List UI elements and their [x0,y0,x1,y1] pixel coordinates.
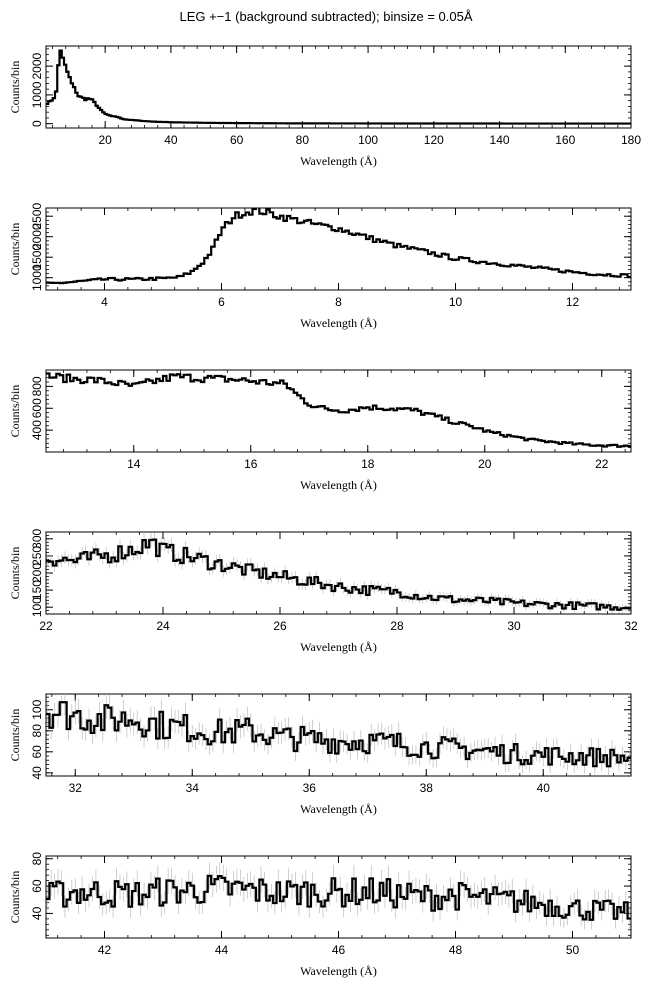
x-tick-label: 160 [555,133,575,147]
error-bars [47,862,630,930]
x-tick-label: 30 [507,619,521,633]
y-axis-label: Counts/bin [8,61,22,114]
x-tick-label: 140 [490,133,510,147]
y-tick-label: 40 [30,766,44,780]
x-tick-label: 44 [215,943,229,957]
x-tick-label: 16 [244,457,258,471]
x-axis-label: Wavelength (Å) [300,964,377,978]
series-group [46,372,631,448]
y-tick-label: 0 [30,120,44,127]
y-tick-label: 2000 [30,52,44,79]
series-group [46,694,631,775]
x-tick-label: 22 [595,457,609,471]
x-tick-label: 8 [335,295,342,309]
y-axis-label: Counts/bin [8,547,22,600]
y-tick-label: 400 [30,420,44,440]
x-tick-label: 20 [478,457,492,471]
y-tick-label: 1000 [30,81,44,108]
y-tick-label: 60 [30,879,44,893]
y-tick-label: 200 [30,563,44,583]
x-tick-label: 40 [537,781,551,795]
x-tick-label: 12 [566,295,580,309]
series-group [46,49,631,125]
x-tick-label: 14 [127,457,141,471]
panel-1: 20 40 60 80 100 120 140 160 180 0 1000 2000 Waveleng… [8,45,641,168]
y-axis-label: Counts/bin [8,385,22,438]
x-tick-label: 10 [449,295,463,309]
y-tick-label: 40 [30,906,44,920]
y-tick-label: 60 [30,745,44,759]
x-tick-label: 46 [332,943,346,957]
x-axis-label: Wavelength (Å) [300,640,377,654]
series-group [46,862,631,930]
y-tick-label: 100 [30,597,44,617]
x-tick-label: 32 [624,619,638,633]
x-tick-label: 50 [566,943,580,957]
spectrum-line [46,874,631,921]
panel-3: 14 16 18 20 22 400 600 800 Wavelength (Å) Counts/… [8,369,632,492]
plot-frame [45,369,632,453]
x-tick-label: 36 [303,781,317,795]
y-axis-label: Counts/bin [8,709,22,762]
x-tick-label: 38 [420,781,434,795]
y-tick-label: 250 [30,546,44,566]
x-tick-label: 18 [361,457,375,471]
y-tick-label: 1000 [30,264,44,291]
x-tick-label: 32 [69,781,83,795]
spectrum-line [46,538,631,611]
y-axis-label: Counts/bin [8,871,22,924]
panel-5: 32 34 36 38 40 40 60 80 100 Wavelength (Å) Counts/… [8,693,632,816]
panel-6: 42 44 46 48 50 40 60 80 Wavelength (Å) Counts/bin [8,852,632,978]
x-tick-label: 26 [273,619,287,633]
x-axis-label: Wavelength (Å) [300,154,377,168]
x-tick-label: 40 [164,133,178,147]
y-axis-label: Counts/bin [8,223,22,276]
y-tick-label: 100 [30,699,44,719]
x-tick-label: 100 [358,133,378,147]
x-tick-label: 60 [230,133,244,147]
y-tick-label: 300 [30,529,44,549]
x-tick-label: 24 [156,619,170,633]
spectrum-line [46,701,631,768]
error-bars [47,694,630,775]
x-tick-label: 180 [621,133,641,147]
chart-title: LEG +−1 (background subtracted); binsize… [179,9,473,24]
x-axis-label: Wavelength (Å) [300,478,377,492]
spectrum-line [46,208,631,285]
y-tick-label: 2500 [30,203,44,230]
plot-frame [45,45,632,129]
x-tick-label: 48 [449,943,463,957]
x-tick-label: 6 [218,295,225,309]
x-tick-label: 22 [39,619,53,633]
x-tick-label: 42 [98,943,112,957]
spectrum-line [46,372,631,448]
x-axis-label: Wavelength (Å) [300,316,377,330]
y-tick-label: 600 [30,398,44,418]
x-tick-label: 4 [101,295,108,309]
series-group [46,532,631,614]
y-tick-label: 1500 [30,244,44,271]
series-group [46,208,631,285]
x-tick-label: 120 [424,133,444,147]
y-tick-label: 800 [30,376,44,396]
x-tick-label: 20 [98,133,112,147]
y-tick-label: 150 [30,580,44,600]
x-tick-label: 80 [296,133,310,147]
x-tick-label: 34 [186,781,200,795]
y-tick-label: 80 [30,724,44,738]
y-tick-label: 80 [30,852,44,866]
spectrum-line [46,49,631,125]
x-tick-label: 28 [390,619,404,633]
y-tick-label: 2000 [30,223,44,250]
x-axis-label: Wavelength (Å) [300,802,377,816]
